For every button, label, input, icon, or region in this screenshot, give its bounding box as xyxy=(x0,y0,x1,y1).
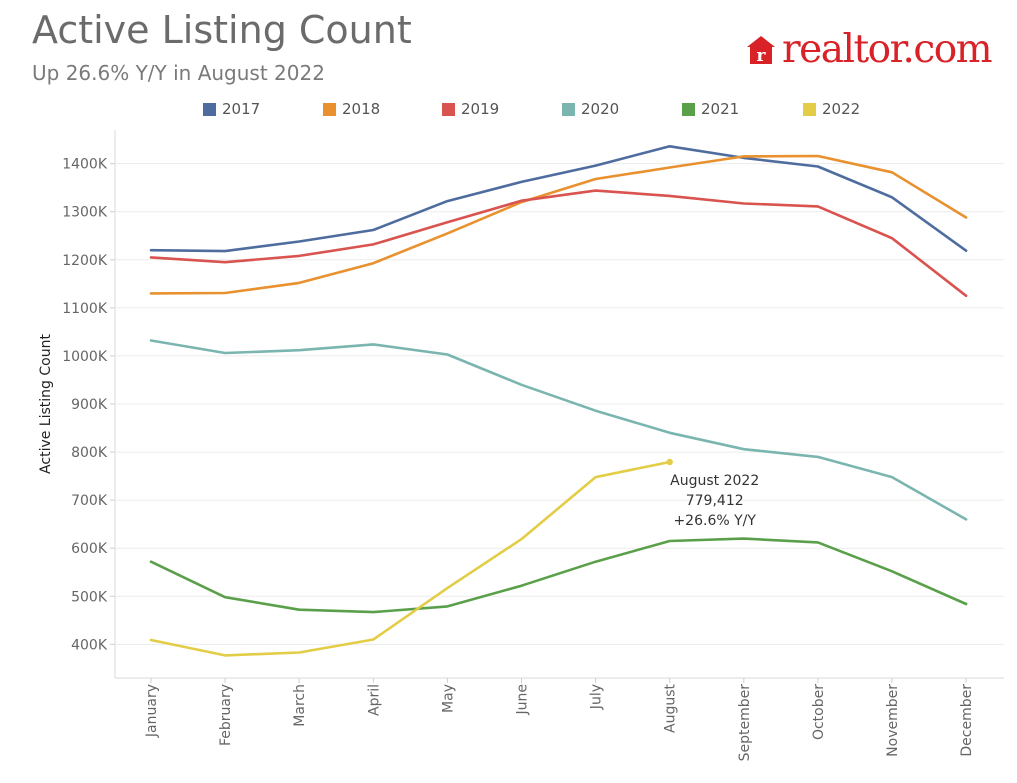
legend-item-2017: 2017 xyxy=(203,100,260,118)
x-tick-label: September xyxy=(737,684,753,762)
x-tick-label: March xyxy=(292,684,308,727)
logo-text: realtor.com xyxy=(782,27,993,72)
annotation-text: +26.6% Y/Y xyxy=(673,513,756,529)
series-line-2021 xyxy=(149,537,968,614)
y-tick-label: 1300K xyxy=(62,205,108,221)
y-tick-label: 800K xyxy=(71,445,108,461)
x-tick-label: April xyxy=(366,684,382,716)
chart-subtitle: Up 26.6% Y/Y in August 2022 xyxy=(32,61,325,85)
x-tick-label: February xyxy=(218,684,234,746)
x-tick-label: May xyxy=(440,684,456,713)
y-axis-label: Active Listing Count xyxy=(38,334,54,474)
series-line-2018 xyxy=(149,154,968,295)
legend-swatch xyxy=(562,102,575,116)
house-icon: r xyxy=(746,34,776,66)
series-line-2019 xyxy=(149,189,968,298)
legend-item-2022: 2022 xyxy=(803,100,860,118)
y-tick-label: 1100K xyxy=(62,301,108,317)
legend-item-2020: 2020 xyxy=(562,100,619,118)
y-tick-label: 400K xyxy=(71,637,108,653)
legend-swatch xyxy=(203,102,216,116)
realtor-logo: r realtor.com xyxy=(746,27,993,72)
legend-label: 2017 xyxy=(222,100,261,118)
series-line-2020 xyxy=(149,339,968,521)
y-tick-label: 500K xyxy=(71,589,108,605)
y-tick-label: 700K xyxy=(71,493,108,509)
legend-label: 2019 xyxy=(461,100,500,118)
legend-item-2021: 2021 xyxy=(682,100,739,118)
legend-label: 2022 xyxy=(822,100,861,118)
legend-swatch xyxy=(682,102,695,116)
x-tick-label: December xyxy=(959,684,975,757)
x-tick-label: August xyxy=(663,683,679,733)
chart-legend: 2017 2018 2019 2020 2021 2022 xyxy=(0,100,1017,120)
legend-swatch xyxy=(803,102,816,116)
y-tick-label: 1400K xyxy=(62,157,108,173)
x-tick-label: November xyxy=(885,684,901,757)
y-tick-label: 600K xyxy=(71,541,108,557)
legend-label: 2020 xyxy=(581,100,620,118)
y-tick-label: 1000K xyxy=(62,349,108,365)
svg-text:r: r xyxy=(757,46,767,66)
y-tick-label: 1200K xyxy=(62,253,108,269)
x-tick-label: June xyxy=(515,684,531,716)
y-tick-label: 900K xyxy=(71,397,108,413)
annotation-point xyxy=(666,458,673,466)
legend-swatch xyxy=(442,102,455,116)
legend-item-2019: 2019 xyxy=(442,100,499,118)
x-tick-label: January xyxy=(144,684,160,738)
legend-label: 2018 xyxy=(342,100,381,118)
series-line-2022 xyxy=(149,460,672,657)
legend-swatch xyxy=(323,102,336,116)
annotation-text: 779,412 xyxy=(686,493,744,509)
legend-label: 2021 xyxy=(701,100,740,118)
series-line-2017 xyxy=(149,145,968,253)
annotation-text: August 2022 xyxy=(670,473,759,489)
x-tick-label: July xyxy=(589,684,605,710)
chart-title: Active Listing Count xyxy=(32,8,412,52)
x-tick-label: October xyxy=(811,684,827,740)
legend-item-2018: 2018 xyxy=(323,100,380,118)
